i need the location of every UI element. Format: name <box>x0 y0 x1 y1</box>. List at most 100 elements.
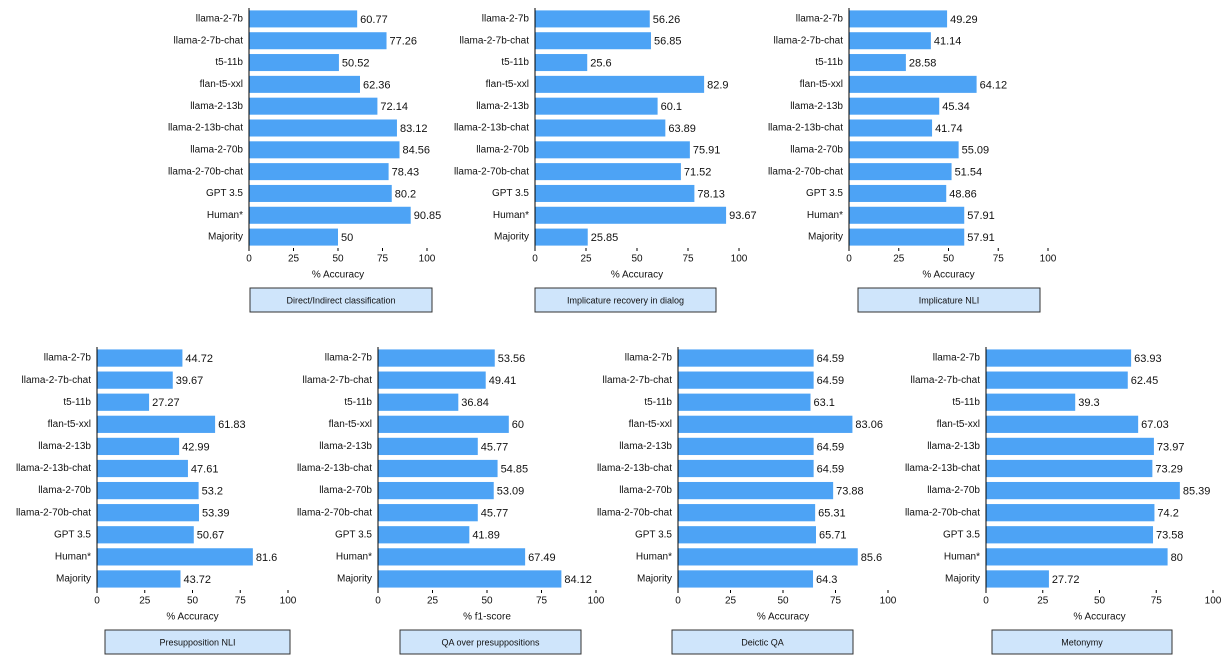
bar <box>849 163 952 181</box>
category-label: Human* <box>493 210 529 221</box>
category-label: llama-2-7b <box>44 353 92 364</box>
title-box <box>991 629 1173 655</box>
bar <box>97 437 180 456</box>
bar <box>378 393 459 411</box>
category-label: t5-11b <box>815 57 843 68</box>
category-label: llama-2-70b <box>927 485 980 496</box>
category-label: llama-2-70b-chat <box>597 507 672 518</box>
category-label: GPT 3.5 <box>206 188 243 199</box>
bar <box>535 163 681 181</box>
value-label: 39.67 <box>176 375 204 387</box>
x-axis-label: % Accuracy <box>312 270 364 281</box>
x-tick-label: 75 <box>830 596 842 607</box>
value-label: 61.83 <box>218 419 246 431</box>
bar <box>986 415 1139 433</box>
category-label: llama-2-70b <box>190 144 243 155</box>
bar <box>249 228 338 246</box>
value-label: 71.52 <box>684 167 712 179</box>
bar <box>986 526 1154 544</box>
value-label: 84.56 <box>403 145 431 157</box>
chart-title: QA over presuppositions <box>441 637 540 647</box>
bar <box>986 570 1049 588</box>
value-label: 41.74 <box>935 123 963 135</box>
bar <box>535 184 695 202</box>
bar <box>378 570 562 588</box>
value-label: 60.1 <box>661 101 682 113</box>
bar <box>249 206 411 224</box>
bar <box>378 415 509 433</box>
x-tick-label: 75 <box>1151 596 1163 607</box>
category-label: llama-2-7b <box>625 353 673 364</box>
value-label: 64.59 <box>817 441 845 453</box>
bar <box>378 504 478 522</box>
bar <box>986 459 1153 478</box>
value-label: 50 <box>341 232 353 244</box>
category-label: GPT 3.5 <box>806 188 843 199</box>
category-label: llama-2-13b <box>38 441 91 452</box>
x-axis-label: % Accuracy <box>166 612 218 623</box>
value-label: 65.71 <box>819 530 847 542</box>
category-label: Human* <box>944 552 980 563</box>
category-label: llama-2-70b <box>476 144 529 155</box>
value-label: 51.54 <box>955 167 983 179</box>
value-label: 67.03 <box>1141 419 1169 431</box>
bar <box>535 54 588 72</box>
category-label: llama-2-70b <box>38 485 91 496</box>
x-tick-label: 100 <box>1205 596 1222 607</box>
bar <box>986 504 1155 522</box>
x-tick-label: 50 <box>481 596 493 607</box>
bar <box>535 228 588 246</box>
value-label: 57.91 <box>967 232 995 244</box>
x-tick-label: 75 <box>235 596 247 607</box>
category-label: llama-2-7b <box>325 353 373 364</box>
value-label: 27.72 <box>1052 574 1080 586</box>
value-label: 44.72 <box>185 353 213 365</box>
bar <box>378 526 470 544</box>
bar <box>849 141 959 159</box>
value-label: 45.77 <box>481 441 509 453</box>
chart-title: Direct/Indirect classification <box>286 295 395 305</box>
category-label: GPT 3.5 <box>635 529 672 540</box>
chart-title: Metonymy <box>1061 637 1103 647</box>
category-label: flan-t5-xxl <box>800 79 843 90</box>
value-label: 60.77 <box>360 14 388 26</box>
bar <box>378 459 498 478</box>
category-label: llama-2-70b-chat <box>454 166 529 177</box>
value-label: 25.6 <box>590 57 611 69</box>
bar <box>378 437 478 456</box>
value-label: 47.61 <box>191 463 219 475</box>
bar <box>678 393 811 411</box>
x-tick-label: 50 <box>1094 596 1106 607</box>
category-label: llama-2-7b-chat <box>603 375 673 386</box>
bar <box>849 184 947 202</box>
category-label: GPT 3.5 <box>54 529 91 540</box>
value-label: 54.85 <box>501 463 529 475</box>
value-label: 64.12 <box>980 79 1008 91</box>
bar <box>849 97 940 115</box>
category-label: Human* <box>336 552 372 563</box>
title-box <box>399 629 582 655</box>
category-label: llama-2-7b <box>796 14 844 25</box>
x-tick-label: 75 <box>536 596 548 607</box>
category-label: Human* <box>636 552 672 563</box>
value-label: 73.88 <box>836 485 864 497</box>
bar <box>97 481 199 500</box>
category-label: t5-11b <box>952 397 980 408</box>
x-tick-label: 25 <box>288 254 300 265</box>
x-tick-label: 75 <box>993 254 1005 265</box>
value-label: 39.3 <box>1078 397 1099 409</box>
x-axis-label: % Accuracy <box>1073 612 1125 623</box>
x-tick-label: 0 <box>246 254 252 265</box>
bar <box>849 119 933 137</box>
category-label: llama-2-7b-chat <box>911 375 981 386</box>
value-label: 50.52 <box>342 57 370 69</box>
value-label: 60 <box>512 419 524 431</box>
x-tick-label: 0 <box>532 254 538 265</box>
x-tick-label: 0 <box>675 596 681 607</box>
bar <box>97 548 253 566</box>
category-label: llama-2-13b <box>927 441 980 452</box>
value-label: 81.6 <box>256 552 277 564</box>
value-label: 64.59 <box>817 375 845 387</box>
category-label: flan-t5-xxl <box>937 419 980 430</box>
category-label: llama-2-13b <box>190 101 243 112</box>
